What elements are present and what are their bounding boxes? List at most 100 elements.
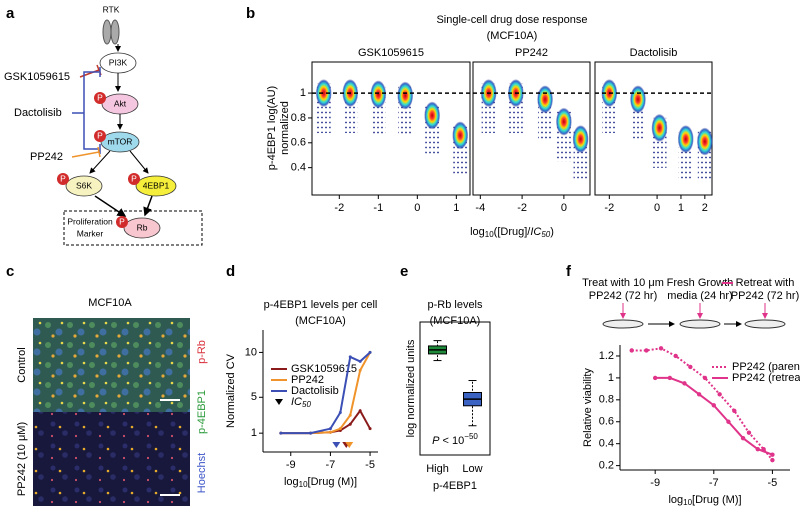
- drug-label: Dactolisib: [14, 107, 62, 119]
- legend-label: PP242: [291, 374, 324, 386]
- phospho-label: P: [97, 130, 103, 140]
- x-axis-label-part: log: [668, 494, 683, 506]
- figure-subtitle: (MCF10A): [487, 30, 538, 42]
- node: [65, 175, 103, 197]
- receptor: [110, 19, 120, 45]
- plot-frame: [311, 61, 471, 196]
- density-core: [651, 113, 668, 142]
- y-tick-label: 10: [245, 346, 257, 358]
- y-tick-label: 1: [608, 372, 614, 384]
- point: [328, 427, 332, 431]
- x-axis-label-part: [Drug (M)]: [308, 476, 358, 488]
- point: [726, 419, 731, 424]
- chart-subtitle: (MCF10A): [430, 315, 481, 327]
- point: [358, 409, 362, 413]
- node: [135, 175, 177, 197]
- density-core: [677, 125, 694, 154]
- point: [717, 392, 722, 397]
- phospho: [94, 130, 106, 142]
- density-core: [452, 121, 469, 150]
- drug-label: PP242: [30, 151, 63, 163]
- phospho-label: P: [131, 173, 137, 183]
- protocol-text: Fresh Growth: [667, 277, 734, 289]
- y-tick-label: 1: [251, 427, 257, 439]
- inhibitor: [83, 71, 99, 150]
- box-label: Marker: [77, 228, 104, 238]
- y-tick-label: 1.2: [599, 350, 614, 362]
- micrograph-title: MCF10A: [88, 297, 132, 309]
- y-tick-label: 5: [251, 391, 257, 403]
- point: [644, 348, 649, 353]
- panel-label: b: [246, 5, 255, 22]
- legend-label: PP242 (retreat): [732, 372, 800, 384]
- x-tick-label: -5: [768, 477, 778, 489]
- x-axis-label-part: 50: [541, 230, 550, 239]
- x-tick-label: 1: [453, 202, 459, 214]
- y-tick-label: 0.6: [599, 416, 614, 428]
- annotation-part: P: [432, 435, 440, 447]
- node-label: S6K: [76, 180, 92, 190]
- arrow: [143, 195, 153, 217]
- protocol-text: PP242 (72 hr): [589, 290, 657, 302]
- y-axis-label: p-4EBP1 log(AU): [266, 86, 278, 170]
- point: [368, 350, 372, 354]
- channel-label: p-Rb: [196, 340, 208, 364]
- x-tick-label: 1: [678, 202, 684, 214]
- dish: [602, 319, 644, 329]
- x-axis-label-part: [Drug (M)]: [692, 494, 742, 506]
- arrow: [129, 150, 149, 174]
- phospho: [116, 216, 128, 228]
- chart-title: GSK1059615: [358, 47, 424, 59]
- panel-label: e: [400, 263, 408, 280]
- panel-label: c: [6, 263, 14, 280]
- density-core: [370, 80, 387, 109]
- density-core: [555, 107, 572, 136]
- chart-title: Dactolisib: [630, 47, 678, 59]
- point: [770, 457, 775, 463]
- density-core: [572, 125, 589, 154]
- annotation-part: < 10: [439, 435, 464, 447]
- x-axis-label-part: ([Drug]/: [494, 226, 532, 238]
- y-tick-label: 0.8: [599, 394, 614, 406]
- x-tick-label: 0: [561, 202, 567, 214]
- row-label: Control: [16, 347, 28, 382]
- legend-swatch: [275, 399, 283, 405]
- x-axis-label-part: log: [284, 476, 299, 488]
- y-axis-label: Normalized CV: [225, 353, 237, 428]
- phospho-label: P: [97, 92, 103, 102]
- legend-label: Dactolisib: [291, 385, 339, 397]
- node: [123, 217, 161, 239]
- panel-label: d: [226, 263, 235, 280]
- series-line: [655, 376, 773, 456]
- chart-title: p-Rb levels: [427, 299, 483, 311]
- phospho-label: P: [60, 173, 66, 183]
- y-axis-label: Relative viability: [582, 368, 594, 447]
- legend-label: PP242 (parental): [732, 361, 800, 373]
- marker-box: [63, 210, 203, 246]
- protocol-text: PP242 (72 hr): [731, 290, 799, 302]
- point: [358, 359, 362, 363]
- plot-frame: [594, 61, 713, 196]
- inhibitor: [79, 69, 100, 78]
- x-tick-label: 0: [654, 202, 660, 214]
- legend-label: GSK1059615: [291, 363, 357, 375]
- y-tick-label: 1: [300, 87, 306, 99]
- density-core: [315, 79, 332, 108]
- x-axis-label-part: log: [470, 226, 485, 238]
- x-axis-label-part: 10: [485, 230, 494, 239]
- point: [348, 422, 352, 426]
- x-tick-label: -2: [517, 202, 527, 214]
- density-core: [629, 85, 646, 114]
- y-axis-label: normalized: [279, 101, 291, 155]
- y-tick-label: 0.4: [599, 438, 614, 450]
- point: [755, 446, 760, 452]
- point: [629, 348, 634, 353]
- pathway: RTK PI3K Akt P mTOR P S6K P 4EBP1 P Prol…: [4, 4, 203, 246]
- point: [348, 355, 352, 359]
- channel-label: p-4EBP1: [196, 390, 208, 434]
- arrow: [94, 195, 127, 217]
- point: [368, 427, 372, 431]
- x-tick-label: 0: [414, 202, 420, 214]
